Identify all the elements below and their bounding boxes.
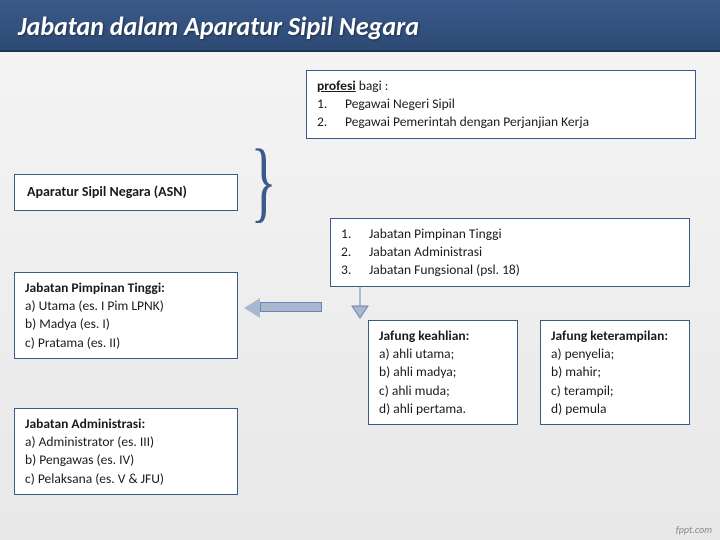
box-keterampilan: Jafung keterampilan: a) penyelia; b) mah… — [540, 320, 690, 425]
jabatan3-item: 1. Jabatan Pimpinan Tinggi — [341, 225, 679, 243]
keterampilan-line: b) mahir; — [551, 363, 679, 381]
jpt-title: Jabatan Pimpinan Tinggi: — [25, 279, 227, 297]
box-profesi: profesi bagi : 1. Pegawai Negeri Sipil 2… — [306, 70, 696, 139]
arrow-down-icon — [340, 286, 380, 320]
jabatan3-item: 2. Jabatan Administrasi — [341, 243, 679, 261]
profesi-item: 1. Pegawai Negeri Sipil — [317, 95, 685, 113]
jpt-line: a) Utama (es. I Pim LPNK) — [25, 297, 227, 315]
watermark: fppt.com — [676, 523, 712, 536]
keahlian-title: Jafung keahlian: — [379, 327, 507, 345]
box-keahlian: Jafung keahlian: a) ahli utama; b) ahli … — [368, 320, 518, 425]
jpt-line: b) Madya (es. I) — [25, 315, 227, 333]
box-ja: Jabatan Administrasi: a) Administrator (… — [14, 408, 238, 495]
arrow-left-icon — [244, 298, 260, 318]
arrow-shaft — [260, 302, 322, 312]
jpt-line: c) Pratama (es. II) — [25, 334, 227, 352]
brace-icon: } — [251, 130, 277, 233]
profesi-heading: profesi bagi : — [317, 77, 685, 95]
keahlian-line: c) ahli muda; — [379, 382, 507, 400]
keahlian-line: a) ahli utama; — [379, 345, 507, 363]
keterampilan-title: Jafung keterampilan: — [551, 327, 679, 345]
keahlian-line: d) ahli pertama. — [379, 400, 507, 418]
keterampilan-line: d) pemula — [551, 400, 679, 418]
keterampilan-line: c) terampil; — [551, 382, 679, 400]
profesi-item: 2. Pegawai Pemerintah dengan Perjanjian … — [317, 113, 685, 131]
ja-line: a) Administrator (es. III) — [25, 433, 227, 451]
keahlian-line: b) ahli madya; — [379, 363, 507, 381]
ja-title: Jabatan Administrasi: — [25, 415, 227, 433]
box-jpt: Jabatan Pimpinan Tinggi: a) Utama (es. I… — [14, 272, 238, 359]
box-asn: Aparatur Sipil Negara (ASN) — [14, 174, 238, 211]
keterampilan-line: a) penyelia; — [551, 345, 679, 363]
title-bar: Jabatan dalam Aparatur Sipil Negara — [0, 0, 720, 52]
box-jabatan3: 1. Jabatan Pimpinan Tinggi 2. Jabatan Ad… — [330, 218, 690, 287]
jabatan3-item: 3. Jabatan Fungsional (psl. 18) — [341, 261, 679, 279]
ja-line: b) Pengawas (es. IV) — [25, 451, 227, 469]
page-title: Jabatan dalam Aparatur Sipil Negara — [18, 10, 702, 42]
asn-label: Aparatur Sipil Negara (ASN) — [27, 183, 187, 200]
ja-line: c) Pelaksana (es. V & JFU) — [25, 470, 227, 488]
